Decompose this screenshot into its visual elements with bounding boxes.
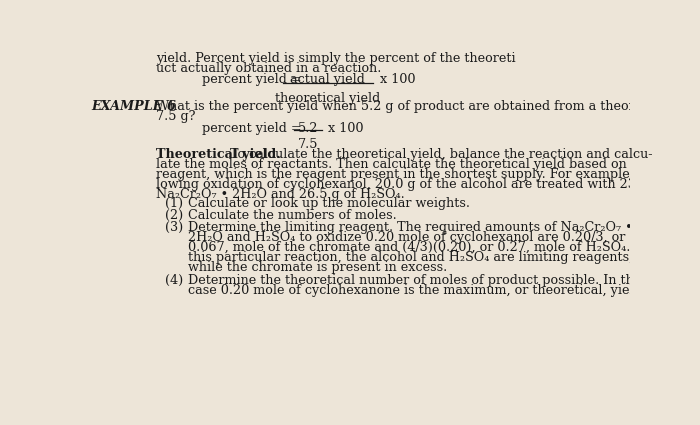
Text: actual yield: actual yield [290,74,365,86]
Text: lowing oxidation of cyclohexanol, 20.0 g of the alcohol are treated with 23.8 g : lowing oxidation of cyclohexanol, 20.0 g… [155,178,676,191]
Text: percent yield =: percent yield = [202,122,302,135]
Text: while the chromate is present in excess.: while the chromate is present in excess. [188,261,447,274]
Text: uct actually obtained in a reaction.: uct actually obtained in a reaction. [155,62,381,75]
Text: Calculate or look up the molecular weights.: Calculate or look up the molecular weigh… [188,196,470,210]
Text: To calculate the theoretical yield, balance the reaction and calcu-: To calculate the theoretical yield, bala… [226,148,652,161]
Text: 7.5 g?: 7.5 g? [155,110,195,122]
Text: x 100: x 100 [381,74,416,86]
Text: percent yield =: percent yield = [202,74,302,86]
Text: (4): (4) [165,274,183,286]
Text: 7.5: 7.5 [298,138,318,151]
Text: Determine the theoretical number of moles of product possible. In this: Determine the theoretical number of mole… [188,274,645,286]
Text: case 0.20 mole of cyclohexanone is the maximum, or theoretical, yield: case 0.20 mole of cyclohexanone is the m… [188,283,642,297]
Text: 0.067, mole of the chromate and (4/3)(0.20), or 0.27, mole of H₂SO₄. In: 0.067, mole of the chromate and (4/3)(0.… [188,241,648,254]
Text: 5.2: 5.2 [298,122,318,135]
Text: Calculate the numbers of moles.: Calculate the numbers of moles. [188,209,397,222]
Text: theoretical yield: theoretical yield [275,92,380,105]
Text: Na₂Cr₂O₇ • 2H₂O and 26.5 g of H₂SO₄.: Na₂Cr₂O₇ • 2H₂O and 26.5 g of H₂SO₄. [155,188,405,201]
Text: 2H₂O and H₂SO₄ to oxidize 0.20 mole of cyclohexanol are 0.20/3, or: 2H₂O and H₂SO₄ to oxidize 0.20 mole of c… [188,231,626,244]
Text: Determine the limiting reagent. The required amounts of Na₂Cr₂O₇ •: Determine the limiting reagent. The requ… [188,221,633,234]
Text: EXAMPLE 6: EXAMPLE 6 [92,99,176,113]
Text: (1): (1) [165,196,183,210]
Text: reagent, which is the reagent present in the shortest supply. For example, in th: reagent, which is the reagent present in… [155,168,699,181]
Text: Theoretical yield.: Theoretical yield. [155,148,280,161]
Text: (2): (2) [165,209,183,222]
Text: this particular reaction, the alcohol and H₂SO₄ are limiting reagents,: this particular reaction, the alcohol an… [188,251,634,264]
Text: What is the percent yield when 5.2 g of product are obtained from a theoretical: What is the percent yield when 5.2 g of … [155,99,670,113]
Text: late the moles of reactants. Then calculate the theoretical yield based on the l: late the moles of reactants. Then calcul… [155,158,700,171]
Text: yield. Percent yield is simply the percent of the theoreti: yield. Percent yield is simply the perce… [155,52,515,65]
Text: (3): (3) [165,221,183,234]
Text: x 100: x 100 [328,122,363,135]
